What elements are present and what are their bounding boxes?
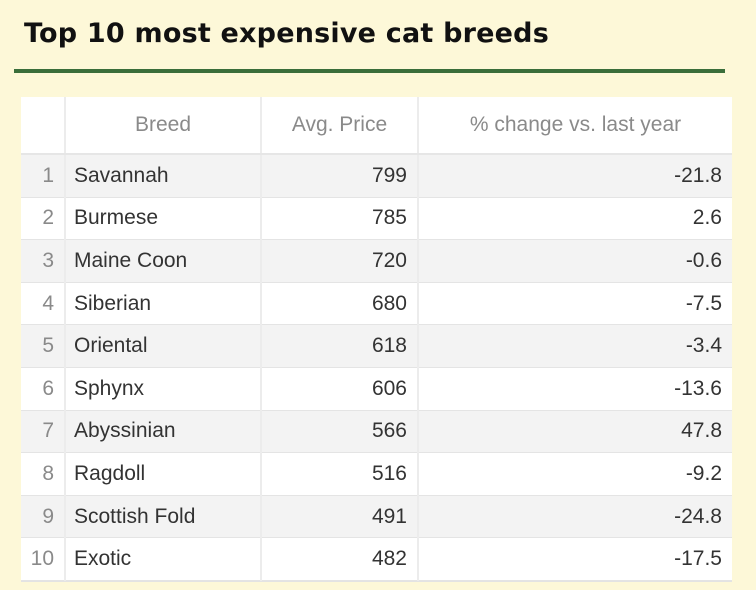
- change-cell: 2.6: [418, 197, 732, 241]
- column-header-avg-price: Avg. Price: [261, 97, 419, 155]
- rank-cell: 8: [21, 452, 66, 496]
- column-header-breed: Breed: [65, 97, 262, 155]
- breed-cell: Ragdoll: [65, 452, 262, 496]
- table-row: 3 Maine Coon 720 -0.6: [21, 239, 732, 283]
- change-cell: -0.6: [418, 239, 732, 283]
- breed-cell: Burmese: [65, 197, 262, 241]
- price-cell: 482: [261, 537, 419, 581]
- breed-cell: Abyssinian: [65, 410, 262, 454]
- change-cell: -17.5: [418, 537, 732, 581]
- change-cell: -21.8: [418, 154, 732, 198]
- rank-cell: 5: [21, 324, 66, 368]
- column-header-rank: [21, 97, 66, 155]
- price-cell: 785: [261, 197, 419, 241]
- breed-cell: Maine Coon: [65, 239, 262, 283]
- chart-title: Top 10 most expensive cat breeds: [24, 18, 549, 49]
- price-cell: 799: [261, 154, 419, 198]
- change-cell: -3.4: [418, 324, 732, 368]
- price-cell: 606: [261, 367, 419, 411]
- price-cell: 491: [261, 495, 419, 539]
- change-cell: -7.5: [418, 282, 732, 326]
- breed-cell: Sphynx: [65, 367, 262, 411]
- table-row: 5 Oriental 618 -3.4: [21, 324, 732, 368]
- price-cell: 566: [261, 410, 419, 454]
- price-cell: 618: [261, 324, 419, 368]
- change-cell: 47.8: [418, 410, 732, 454]
- table-row: 2 Burmese 785 2.6: [21, 197, 732, 241]
- rank-cell: 3: [21, 239, 66, 283]
- rank-cell: 7: [21, 410, 66, 454]
- table-row: 6 Sphynx 606 -13.6: [21, 367, 732, 411]
- price-cell: 516: [261, 452, 419, 496]
- price-cell: 720: [261, 239, 419, 283]
- rank-cell: 9: [21, 495, 66, 539]
- breed-table: Breed Avg. Price % change vs. last year …: [21, 97, 732, 581]
- rank-cell: 10: [21, 537, 66, 581]
- change-cell: -13.6: [418, 367, 732, 411]
- table-header-row: Breed Avg. Price % change vs. last year: [21, 97, 732, 155]
- rank-cell: 4: [21, 282, 66, 326]
- rank-cell: 6: [21, 367, 66, 411]
- table-row: 7 Abyssinian 566 47.8: [21, 410, 732, 454]
- change-cell: -9.2: [418, 452, 732, 496]
- breed-cell: Savannah: [65, 154, 262, 198]
- title-divider: [14, 69, 725, 73]
- breed-cell: Oriental: [65, 324, 262, 368]
- breed-cell: Scottish Fold: [65, 495, 262, 539]
- rank-cell: 2: [21, 197, 66, 241]
- table-row: 4 Siberian 680 -7.5: [21, 282, 732, 326]
- table-row: 8 Ragdoll 516 -9.2: [21, 452, 732, 496]
- change-cell: -24.8: [418, 495, 732, 539]
- column-header-percent-change: % change vs. last year: [418, 97, 732, 155]
- breed-table-container: Breed Avg. Price % change vs. last year …: [21, 97, 732, 582]
- price-cell: 680: [261, 282, 419, 326]
- table-row: 1 Savannah 799 -21.8: [21, 154, 732, 198]
- breed-cell: Siberian: [65, 282, 262, 326]
- table-row: 10 Exotic 482 -17.5: [21, 537, 732, 581]
- rank-cell: 1: [21, 154, 66, 198]
- table-row: 9 Scottish Fold 491 -24.8: [21, 495, 732, 539]
- breed-cell: Exotic: [65, 537, 262, 581]
